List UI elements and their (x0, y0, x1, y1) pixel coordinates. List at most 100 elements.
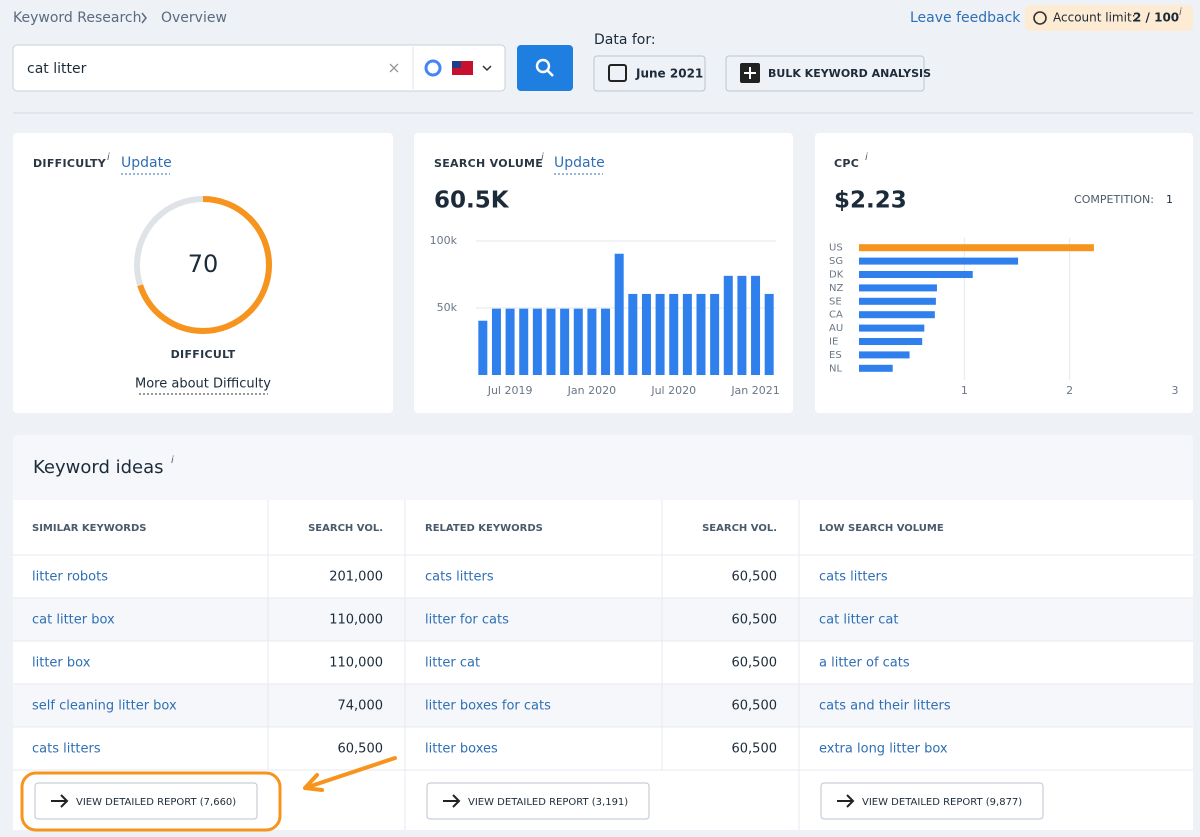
engine-icon[interactable] (424, 59, 442, 77)
bar (859, 338, 923, 345)
ideas-title: Keyword ideas (33, 457, 164, 478)
row-bg (799, 684, 1193, 727)
account-value: 2 / 100 (1133, 11, 1179, 25)
column-header: SEARCH VOL. (702, 523, 777, 534)
keyword[interactable]: cats litters (32, 742, 101, 757)
keyword[interactable]: a litter of cats (819, 656, 910, 671)
keyword[interactable]: cats litters (425, 570, 494, 585)
table-bg (13, 500, 1193, 830)
info: i (171, 455, 174, 466)
bar (628, 293, 638, 375)
flag (452, 61, 461, 68)
y-tick-label: SG (829, 256, 843, 267)
keyword[interactable]: cat litter box (32, 613, 115, 628)
breadcrumb[interactable]: Keyword Research (13, 10, 141, 26)
search-volume: 60,500 (732, 742, 778, 757)
update-link[interactable]: Update (121, 155, 172, 171)
row-bg (13, 598, 405, 641)
y-tick-label: AU (829, 323, 843, 334)
bar (859, 244, 1094, 252)
bar (587, 308, 597, 375)
search-volume: 60,500 (338, 742, 384, 757)
column-header: SIMILAR KEYWORDS (32, 523, 146, 534)
keyword[interactable]: cat litter cat (819, 613, 898, 628)
keyword[interactable]: litter robots (32, 570, 108, 585)
clear-icon[interactable] (389, 63, 399, 73)
report-button[interactable] (34, 782, 258, 820)
keyword[interactable]: litter for cats (425, 613, 509, 628)
highlight (20, 771, 282, 832)
info: i (107, 152, 110, 163)
keyword[interactable]: litter box (32, 656, 91, 671)
column-header: RELATED KEYWORDS (425, 523, 543, 534)
column-header: SEARCH VOL. (308, 523, 383, 534)
keyword[interactable]: cats litters (819, 570, 888, 585)
data-for-label: Data for: (594, 32, 656, 48)
cpc-value: $2.23 (834, 188, 907, 214)
keyword[interactable]: self cleaning litter box (32, 699, 177, 714)
search-box[interactable] (12, 44, 506, 92)
bar (859, 284, 937, 292)
bar (519, 308, 529, 375)
chevron (482, 65, 492, 72)
search-volume: 60,500 (732, 656, 778, 671)
bar (764, 293, 774, 375)
x-tick-label: Jul 2019 (487, 384, 533, 397)
bulk-label: BULK KEYWORD ANALYSIS (768, 67, 931, 80)
bar (859, 364, 893, 372)
x-tick-label: 1 (961, 384, 968, 397)
y-tick-label: IE (829, 337, 838, 348)
bar (696, 293, 706, 375)
chevron (141, 12, 147, 24)
row-bg (405, 598, 799, 641)
card-title: SEARCH VOLUME (434, 157, 543, 170)
search-volume: 60,500 (732, 613, 778, 628)
bar (737, 275, 747, 375)
keyword[interactable]: litter cat (425, 656, 480, 671)
search-volume: 74,000 (338, 699, 384, 714)
bar (491, 308, 501, 375)
search-icon (546, 69, 554, 77)
date: June 2021 (635, 67, 703, 81)
card-title: DIFFICULTY (33, 157, 107, 170)
search-volume: 201,000 (329, 570, 383, 585)
card (13, 133, 393, 413)
volume-total: 60.5K (434, 188, 510, 214)
report-button[interactable] (820, 782, 1044, 820)
gauge-arc (134, 196, 272, 334)
x-tick-label: Jan 2021 (730, 384, 779, 397)
card-title: CPC (834, 157, 859, 170)
bar (614, 253, 624, 375)
row-bg (799, 598, 1193, 641)
y-tick-label: US (829, 243, 843, 254)
report-label: VIEW DETAILED REPORT (9,877) (862, 797, 1022, 808)
gauge-icon (1033, 11, 1047, 25)
search-volume: 60,500 (732, 699, 778, 714)
bar (859, 257, 1019, 265)
report-button[interactable] (426, 782, 650, 820)
keyword[interactable]: cats and their litters (819, 699, 951, 714)
search-icon (535, 58, 551, 74)
bar (751, 275, 761, 375)
search-button[interactable] (517, 45, 573, 91)
competition-value: 1 (1166, 193, 1173, 206)
keyword[interactable]: extra long litter box (819, 742, 948, 757)
search-query[interactable]: cat litter (27, 61, 87, 77)
bar (505, 308, 515, 375)
column-header: LOW SEARCH VOLUME (819, 523, 944, 534)
feedback-link[interactable]: Leave feedback (910, 10, 1021, 26)
y-tick-label: SE (829, 296, 842, 307)
bar (478, 320, 488, 375)
keyword[interactable]: litter boxes for cats (425, 699, 551, 714)
competition-label: COMPETITION: (1074, 193, 1154, 206)
x-tick-label: 2 (1066, 384, 1073, 397)
more-link[interactable]: More about Difficulty (135, 377, 271, 392)
bar (859, 351, 910, 359)
y-tick-label: 100k (430, 234, 458, 247)
bulk-button[interactable] (725, 55, 925, 92)
keyword[interactable]: litter boxes (425, 742, 498, 757)
row-bg (405, 684, 799, 727)
update-link[interactable]: Update (554, 155, 605, 171)
difficulty-level: DIFFICULT (171, 348, 236, 361)
